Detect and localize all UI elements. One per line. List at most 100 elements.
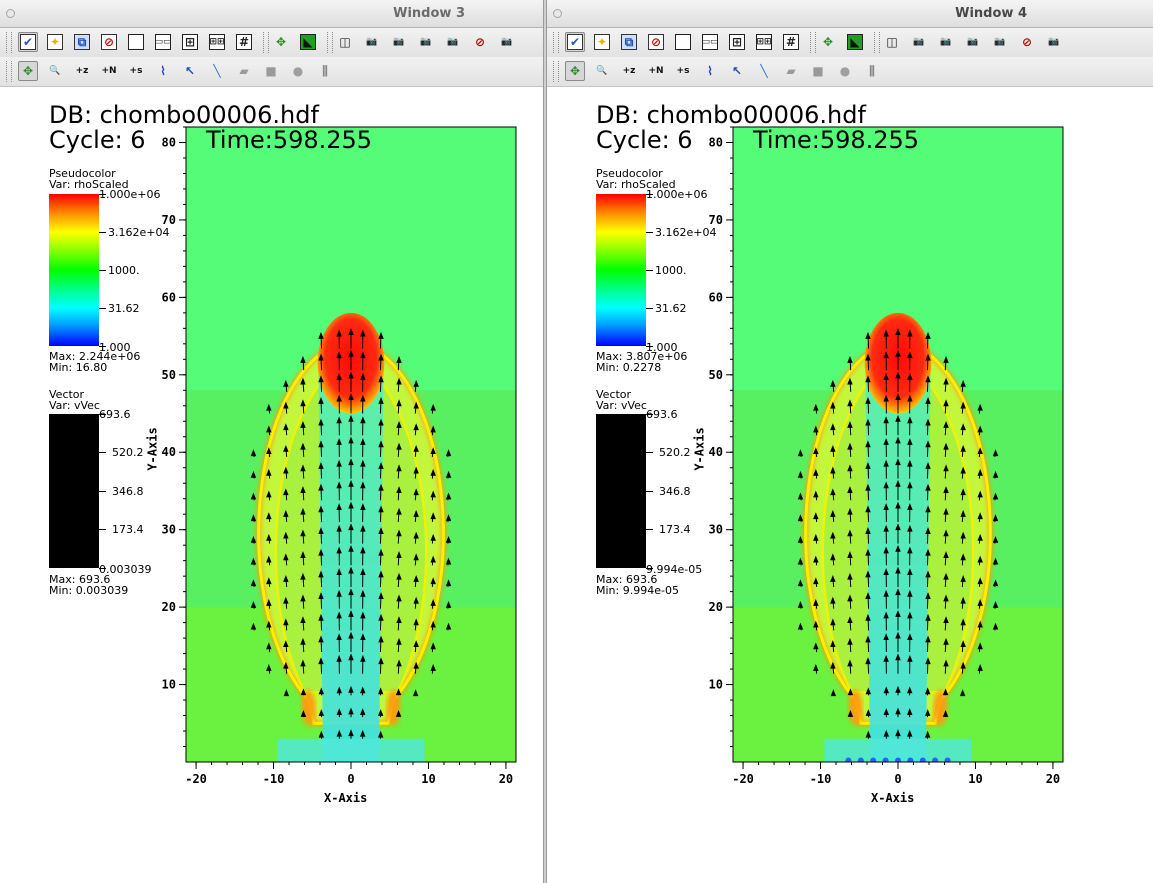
spreadsheet-pick-button[interactable]: +s <box>673 61 693 81</box>
active-window-button[interactable]: ✔ <box>565 32 585 52</box>
layout-1x2-button[interactable]: ▭▭ <box>153 32 173 52</box>
pc-tick-label: 1.000 <box>99 341 131 354</box>
delete-window-button[interactable]: ⊘ <box>646 32 666 52</box>
lineout-button[interactable]: ⌇ <box>153 61 173 81</box>
new-window-button[interactable]: ✦ <box>592 32 612 52</box>
delete-window-button[interactable]: ⊘ <box>99 32 119 52</box>
axis-restriction-button[interactable]: ⫼ <box>862 61 882 81</box>
navigate-button[interactable]: ✥ <box>565 61 585 81</box>
layout-1x1-button[interactable] <box>126 32 146 52</box>
camera-off-button[interactable]: ⊘ <box>1017 32 1037 52</box>
vector-legend-var: Var: vVec <box>596 399 647 412</box>
lock-view-button[interactable]: ◣ <box>298 32 318 52</box>
visit-window-3: Window 3 ✔ ✦ ⧉ ⊘ ▭▭ ⊞ ⊞⊞ # ✥ ◣ ◫ 📷 📷 📷 📷 ⊘ 📷 ✥ 🔍 +z +N +s ⌇ ↖ ╲… <box>0 0 544 883</box>
active-window-button[interactable]: ✔ <box>18 32 38 52</box>
camera-button[interactable]: 📷 <box>936 32 956 52</box>
toolbar-grip[interactable] <box>6 61 12 82</box>
zone-pick-button[interactable]: +z <box>619 61 639 81</box>
layout-2x4-button[interactable]: ⊞⊞ <box>754 32 774 52</box>
box-tool-button[interactable]: ■ <box>261 61 281 81</box>
window-title-bar[interactable]: Window 4 <box>547 0 1153 28</box>
perspective-button[interactable]: ◫ <box>335 32 355 52</box>
lineout-button[interactable]: ⌇ <box>700 61 720 81</box>
x-tick-label: 20 <box>1046 772 1060 786</box>
toolbar-grip[interactable] <box>327 32 333 53</box>
pseudocolor-plot[interactable] <box>733 127 1063 762</box>
pseudocolor-min: Min: 0.2278 <box>596 361 662 374</box>
camera-icon: 📷 <box>366 36 378 47</box>
pc-tick-label: 31.62 <box>655 302 687 315</box>
clone-window-button[interactable]: ⧉ <box>619 32 639 52</box>
pc-tick-label: 3.162e+04 <box>108 226 170 239</box>
pseudocolor-legend-var: Var: rhoScaled <box>596 178 676 191</box>
node-pick-button[interactable]: +N <box>646 61 666 81</box>
zone-pick-button[interactable]: +z <box>72 61 92 81</box>
camera-button[interactable]: 📷 <box>416 32 436 52</box>
line-tool-button[interactable]: ╲ <box>754 61 774 81</box>
spreadsheet-pick-button[interactable]: +s <box>126 61 146 81</box>
box-tool-button[interactable]: ■ <box>808 61 828 81</box>
navigate-button[interactable]: ✥ <box>271 32 291 52</box>
camera-button[interactable]: 📷 <box>909 32 929 52</box>
clone-window-icon: ⧉ <box>621 34 637 50</box>
camera-button[interactable]: 📷 <box>389 32 409 52</box>
node-pick-button[interactable]: +N <box>99 61 119 81</box>
layout-1x2-icon: ▭▭ <box>155 34 172 50</box>
toolbar-grip[interactable] <box>874 32 880 53</box>
window-menu-icon[interactable] <box>553 9 562 18</box>
y-tick-label: 60 <box>709 290 723 304</box>
line-tool-button[interactable]: ╲ <box>207 61 227 81</box>
new-window-button[interactable]: ✦ <box>45 32 65 52</box>
layout-3x3-button[interactable]: # <box>234 32 254 52</box>
navigate-button[interactable]: ✥ <box>18 61 38 81</box>
toolbar-grip[interactable] <box>553 32 559 53</box>
toolbar-grip[interactable] <box>810 32 816 53</box>
pick-point-button[interactable]: ↖ <box>727 61 747 81</box>
camera-button[interactable]: 📷 <box>963 32 983 52</box>
navigate-button[interactable]: ✥ <box>818 32 838 52</box>
layout-1x2-button[interactable]: ▭▭ <box>700 32 720 52</box>
plane-tool-button[interactable]: ▰ <box>234 61 254 81</box>
camera-button[interactable]: 📷 <box>497 32 517 52</box>
clone-window-button[interactable]: ⧉ <box>72 32 92 52</box>
axis-restriction-button[interactable]: ⫼ <box>315 61 335 81</box>
lock-view-icon: ◣ <box>300 34 316 50</box>
camera-off-button[interactable]: ⊘ <box>470 32 490 52</box>
layout-2x2-button[interactable]: ⊞ <box>180 32 200 52</box>
vis-canvas[interactable]: DB: chombo00006.hdf Cycle: 6 Pseudocolor… <box>0 87 543 883</box>
window-title-bar[interactable]: Window 3 <box>0 0 543 28</box>
toolbar-grip[interactable] <box>263 32 269 53</box>
zoom-icon: 🔍 <box>49 65 61 76</box>
vis-canvas[interactable]: DB: chombo00006.hdf Cycle: 6 Pseudocolor… <box>547 87 1153 883</box>
vector-legend-title: Vector <box>596 388 632 401</box>
camera-button[interactable]: 📷 <box>990 32 1010 52</box>
toolbar-grip[interactable] <box>553 61 559 82</box>
camera-icon: 📷 <box>501 36 513 47</box>
pc-tick-label: 1.000e+06 <box>99 188 161 201</box>
perspective-icon: ◫ <box>886 35 898 49</box>
layout-2x2-icon: ⊞ <box>182 34 198 50</box>
sphere-tool-button[interactable]: ● <box>835 61 855 81</box>
layout-2x2-button[interactable]: ⊞ <box>727 32 747 52</box>
plane-tool-button[interactable]: ▰ <box>781 61 801 81</box>
y-tick-label: 40 <box>162 445 176 459</box>
perspective-button[interactable]: ◫ <box>882 32 902 52</box>
layout-3x3-button[interactable]: # <box>781 32 801 52</box>
sphere-tool-button[interactable]: ● <box>288 61 308 81</box>
lock-view-button[interactable]: ◣ <box>845 32 865 52</box>
zone-pick-icon: +z <box>75 65 89 76</box>
zoom-button[interactable]: 🔍 <box>45 61 65 81</box>
pick-point-button[interactable]: ↖ <box>180 61 200 81</box>
pseudocolor-plot[interactable] <box>186 127 516 762</box>
toolbar-grip[interactable] <box>6 32 12 53</box>
sphere-tool-icon: ● <box>839 64 851 78</box>
vector-min: Min: 0.003039 <box>49 584 129 597</box>
camera-button[interactable]: 📷 <box>443 32 463 52</box>
window-menu-icon[interactable] <box>6 9 15 18</box>
camera-button[interactable]: 📷 <box>1044 32 1064 52</box>
layout-1x1-button[interactable] <box>673 32 693 52</box>
axis-restriction-icon: ⫼ <box>869 64 875 78</box>
zoom-button[interactable]: 🔍 <box>592 61 612 81</box>
layout-2x4-button[interactable]: ⊞⊞ <box>207 32 227 52</box>
camera-button[interactable]: 📷 <box>362 32 382 52</box>
